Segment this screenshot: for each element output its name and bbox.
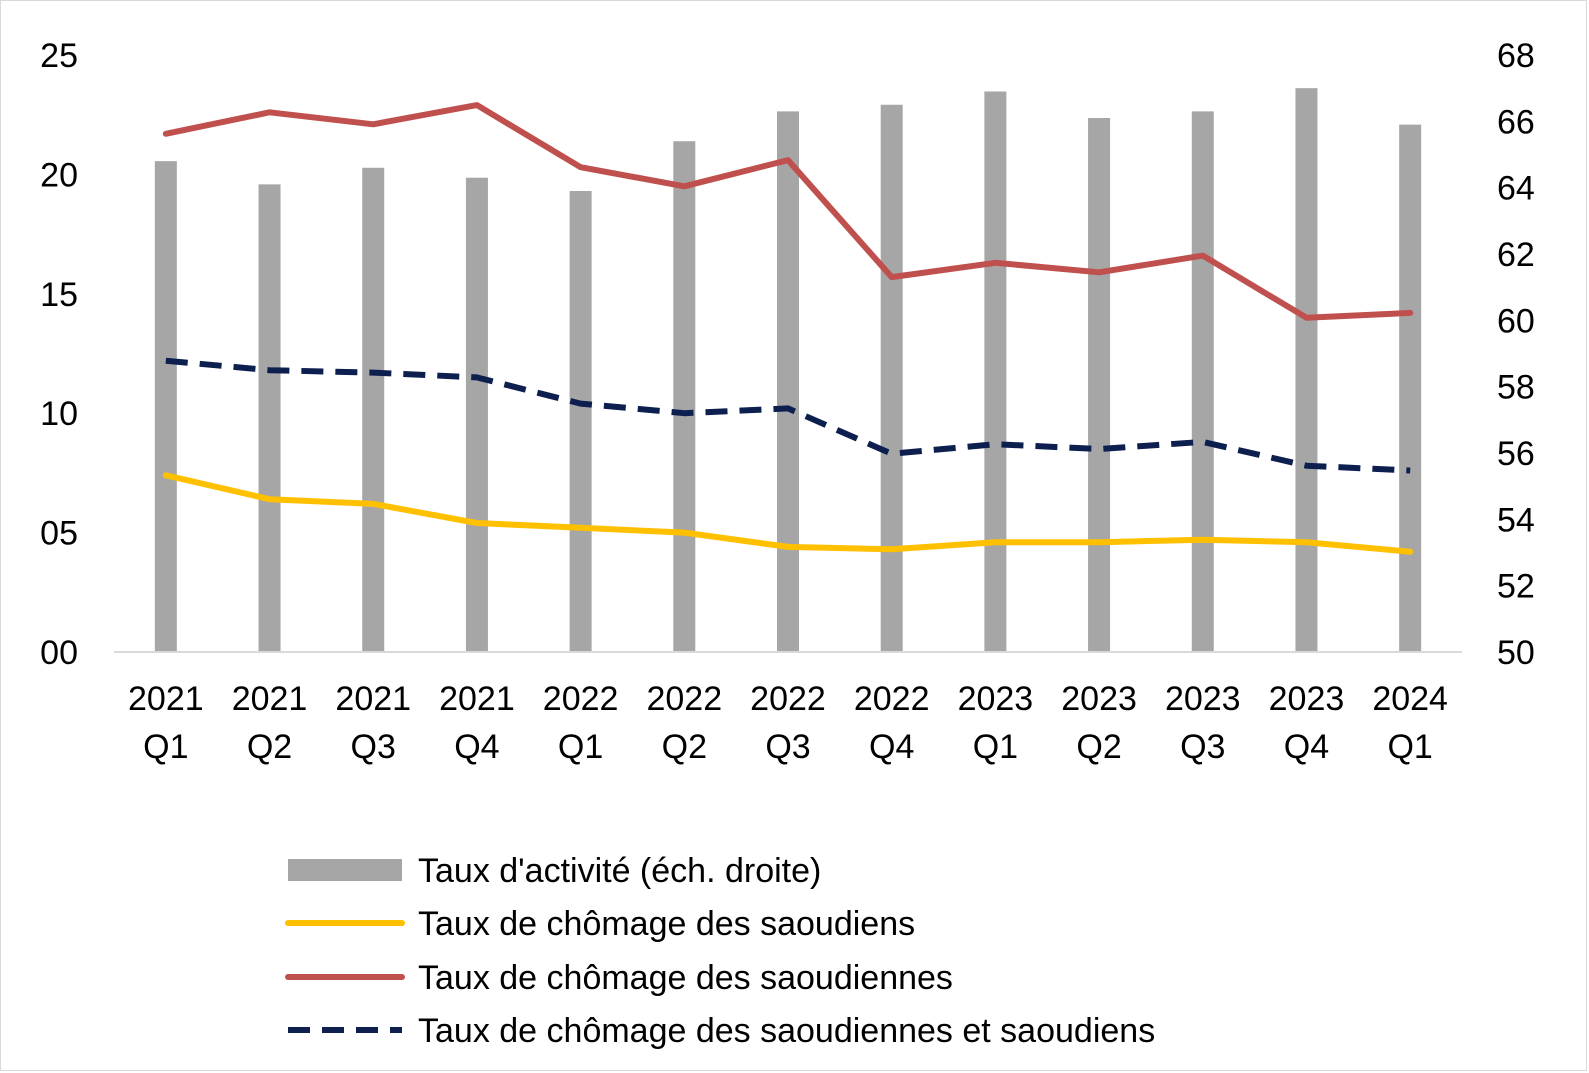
right-axis-ticks: 50 52 54 56 58 60 62 64 66 68 [1497,37,1535,672]
legend-swatch [288,859,402,881]
bar-8 [880,104,903,652]
bar-13 [1399,124,1422,652]
legend-label: Taux de chômage des saoudiens [418,905,915,943]
legend: Taux d'activité (éch. droite) Taux de chô… [285,852,1155,1050]
x-axis-ticks: 2021 Q1 2021 Q2 2021 Q3 2021 Q4 2022 Q1 2022 Q2 2022… [128,680,1448,766]
bar-10 [1088,118,1111,653]
x-tick-label: 2024 Q1 [1372,680,1448,766]
bar-7 [777,111,799,653]
series-line-3 [165,357,1411,474]
x-tick-label: 2022 Q3 [750,680,826,766]
bar-2 [258,184,281,652]
x-tick-label: 2023 Q2 [1061,680,1137,766]
right-tick-label: 68 [1497,37,1535,75]
right-tick-label: 54 [1497,501,1535,539]
left-tick-label: 25 [40,37,78,75]
bar-6 [673,141,696,652]
x-tick-label: 2022 Q1 [543,680,619,766]
x-tick-label: 2023 Q4 [1269,680,1345,766]
right-tick-label: 66 [1497,103,1535,141]
right-tick-label: 60 [1497,302,1535,340]
bar-9 [984,91,1007,652]
legend-label: Taux de chômage des saoudiennes et saoud… [418,1012,1155,1050]
left-tick-label: 05 [40,515,78,553]
legend-item-1: Taux de chômage des saoudiens [285,905,915,943]
bar-3 [362,167,385,652]
right-tick-label: 56 [1497,435,1535,473]
left-axis-ticks: 00 05 10 15 20 25 [40,37,78,672]
series-line-2 [162,102,1414,321]
x-tick-label: 2021 Q3 [335,680,411,766]
x-tick-label: 2023 Q1 [958,680,1034,766]
legend-item-2: Taux de chômage des saoudiennes [285,959,953,997]
x-tick-label: 2022 Q2 [646,680,722,766]
left-tick-label: 15 [40,276,78,314]
legend-item-0: Taux d'activité (éch. droite) [288,852,821,890]
x-tick-label: 2023 Q3 [1165,680,1241,766]
x-tick-label: 2021 Q1 [128,680,204,766]
x-tick-label: 2021 Q4 [439,680,515,766]
series-line-1 [162,472,1414,555]
x-tick-label: 2022 Q4 [854,680,930,766]
right-tick-label: 58 [1497,369,1535,407]
right-tick-label: 64 [1497,170,1535,208]
bar-1 [154,161,177,652]
legend-item-3: Taux de chômage des saoudiennes et saoud… [288,1012,1155,1050]
legend-label: Taux d'activité (éch. droite) [418,852,821,890]
bar-5 [569,190,592,652]
legend-label: Taux de chômage des saoudiennes [418,959,953,997]
right-tick-label: 62 [1497,236,1535,274]
left-tick-label: 10 [40,395,78,433]
bar-12 [1295,88,1318,652]
bar-4 [465,177,488,652]
left-tick-label: 20 [40,156,78,194]
x-tick-label: 2021 Q2 [232,680,308,766]
bars-group [154,88,1422,653]
bar-11 [1191,111,1214,653]
left-tick-label: 00 [40,634,78,672]
lines-group [162,102,1414,555]
right-tick-label: 50 [1497,634,1535,672]
right-tick-label: 52 [1497,568,1535,606]
